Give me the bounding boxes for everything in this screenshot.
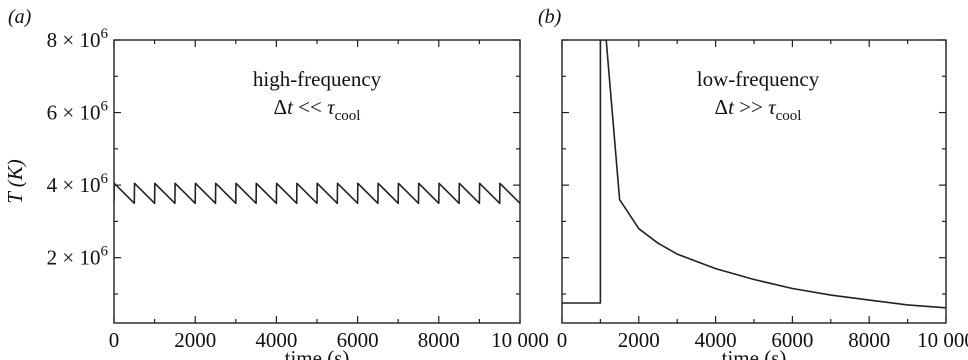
annotation-line-1: high-frequency — [253, 67, 382, 91]
x-axis-label: time (s) — [285, 346, 350, 360]
x-tick-label: 0 — [557, 328, 568, 352]
annotation-line-2: Δt << τcool — [274, 95, 361, 124]
x-tick-label: 8000 — [418, 328, 460, 352]
x-tick-label: 4000 — [255, 328, 297, 352]
x-tick-label: 10 000 — [491, 328, 549, 352]
x-tick-label: 8000 — [848, 328, 890, 352]
x-tick-label: 10 000 — [917, 328, 968, 352]
panel-a: 0 2000 4000 6000 8000 10 000 2 × 106 4 × 106 6 ×… — [3, 6, 549, 360]
x-tick-label: 6000 — [337, 328, 379, 352]
x-tick-label: 0 — [109, 328, 120, 352]
y-tick-label: 2 × 106 — [47, 244, 109, 270]
x-tick-label: 6000 — [771, 328, 813, 352]
x-axis-label: time (s) — [722, 346, 787, 360]
panel-b: 0 2000 4000 6000 8000 10 000 time (s) (b) low-fr… — [538, 6, 968, 360]
x-tick-label: 2000 — [618, 328, 660, 352]
y-tick-label: 8 × 106 — [47, 26, 109, 52]
y-tick-label: 6 × 106 — [47, 99, 109, 125]
panel-label: (b) — [538, 6, 562, 28]
annotation-line-2: Δt >> τcool — [715, 95, 802, 124]
annotation-line-1: low-frequency — [697, 67, 820, 91]
y-tick-label: 4 × 106 — [47, 171, 109, 197]
x-tick-label: 4000 — [695, 328, 737, 352]
y-axis-label: T (K) — [3, 159, 27, 204]
series-line — [562, 40, 946, 309]
panel-label: (a) — [8, 6, 32, 28]
series-line — [114, 182, 520, 205]
x-tick-label: 2000 — [174, 328, 216, 352]
